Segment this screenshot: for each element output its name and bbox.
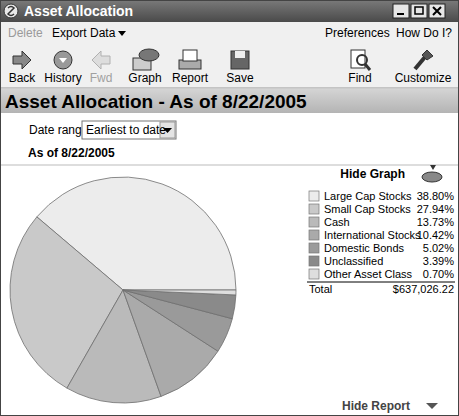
toolbar-button[interactable]: Save xyxy=(226,51,254,85)
legend-label: International Stocks xyxy=(324,229,421,241)
legend-label: Large Cap Stocks xyxy=(324,190,412,202)
toolbar-label[interactable]: Save xyxy=(226,71,254,85)
menu-item[interactable]: Preferences xyxy=(325,26,390,40)
window-frame xyxy=(1,1,459,416)
toolbar-label[interactable]: Fwd xyxy=(90,71,113,85)
toolbar-label[interactable]: Back xyxy=(9,71,37,85)
legend-value: 27.94% xyxy=(417,203,455,215)
window-button-min[interactable] xyxy=(393,4,409,18)
app-icon xyxy=(4,4,18,18)
toolbar-label[interactable]: Customize xyxy=(395,71,452,85)
legend-swatch xyxy=(309,230,319,240)
legend-value: 5.02% xyxy=(423,242,454,254)
legend-value: 10.42% xyxy=(417,229,455,241)
toolbar-button[interactable]: Back xyxy=(9,51,37,85)
menu-dropdown-arrow xyxy=(118,31,126,36)
toolbar-label[interactable]: History xyxy=(44,71,81,85)
toolbar-button[interactable]: Customize xyxy=(395,50,452,85)
as-of-date: As of 8/22/2005 xyxy=(28,146,115,160)
legend: Large Cap Stocks 38.80% Small Cap Stocks 27… xyxy=(307,190,455,295)
legend-swatch xyxy=(309,256,319,266)
legend-swatch xyxy=(309,243,319,253)
pie xyxy=(10,177,236,403)
toolbar-separator xyxy=(0,88,459,89)
hide-report-icon[interactable] xyxy=(426,403,438,409)
hide-graph-link[interactable]: Hide Graph xyxy=(340,167,405,181)
menu-item[interactable]: Export Data xyxy=(52,26,116,40)
app-icon-mark xyxy=(8,7,14,16)
menu-item[interactable]: Delete xyxy=(8,26,43,40)
legend-value: 13.73% xyxy=(417,216,455,228)
toolbar-button[interactable]: Find xyxy=(348,50,371,85)
toolbar-label[interactable]: Graph xyxy=(128,71,161,85)
legend-value: 3.39% xyxy=(423,255,454,267)
report-title: Asset Allocation - As of 8/22/2005 xyxy=(5,91,307,112)
legend-value: 0.70% xyxy=(423,268,454,280)
legend-label: Unclassified xyxy=(324,255,383,267)
toolbar-button[interactable]: Report xyxy=(172,50,209,85)
legend-label: Small Cap Stocks xyxy=(324,203,411,215)
total-value: $637,026.22 xyxy=(393,283,454,295)
toolbar-button[interactable]: Fwd xyxy=(90,51,113,85)
toolbar xyxy=(0,42,459,88)
menu-item[interactable]: How Do I? xyxy=(396,26,452,40)
legend-swatch xyxy=(309,204,319,214)
title-bar xyxy=(0,0,459,22)
legend-label: Other Asset Class xyxy=(324,268,413,280)
legend-swatch xyxy=(309,191,319,201)
toolbar-button[interactable]: History xyxy=(44,51,81,85)
window-button-max[interactable] xyxy=(411,4,427,18)
legend-label: Cash xyxy=(324,216,350,228)
hide-graph-icon[interactable] xyxy=(422,165,442,182)
toolbar-button[interactable]: Graph xyxy=(128,49,161,85)
legend-swatch xyxy=(309,269,319,279)
date-range-value[interactable]: Earliest to date xyxy=(86,123,166,137)
menu-bar xyxy=(0,22,459,42)
window: Asset Allocation Delete Export Data Prefere… xyxy=(0,0,459,416)
hide-report-link[interactable]: Hide Report xyxy=(342,399,410,413)
total-label: Total xyxy=(309,283,332,295)
pie-slice xyxy=(123,290,236,295)
legend-swatch xyxy=(309,217,319,227)
report-header xyxy=(0,89,459,113)
section-separator xyxy=(0,165,459,166)
legend-label: Domestic Bonds xyxy=(324,242,405,254)
legend-value: 38.80% xyxy=(417,190,455,202)
pie-slice xyxy=(123,290,236,319)
toolbar-label[interactable]: Report xyxy=(172,71,209,85)
content-panel xyxy=(0,113,459,416)
window-button-close[interactable] xyxy=(429,4,445,18)
window-title: Asset Allocation xyxy=(24,3,133,19)
date-range-select[interactable]: Earliest to date xyxy=(82,121,176,139)
toolbar-label[interactable]: Find xyxy=(348,71,371,85)
